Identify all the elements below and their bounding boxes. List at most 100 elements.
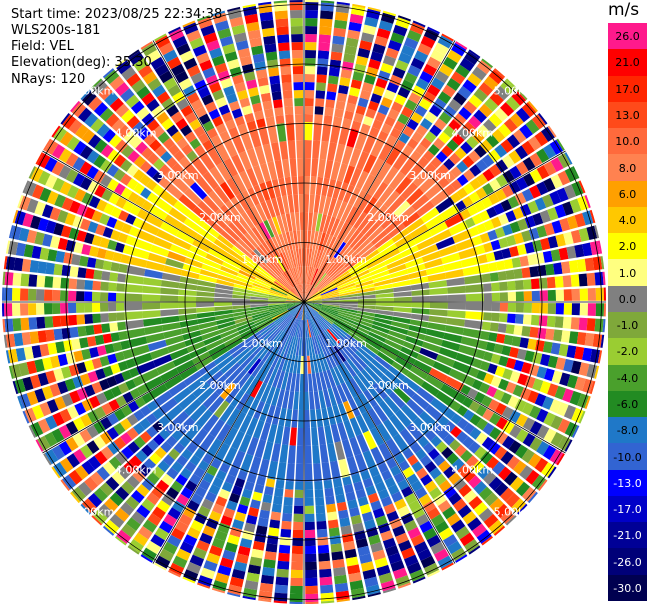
velocity-gate [330, 218, 341, 237]
velocity-gate [472, 235, 483, 246]
velocity-gate [293, 74, 303, 83]
velocity-gate [232, 291, 251, 297]
velocity-gate [297, 427, 304, 446]
velocity-gate [505, 493, 521, 508]
velocity-gate [222, 43, 236, 55]
velocity-gate [338, 285, 357, 293]
velocity-gate [214, 62, 228, 74]
velocity-gate [388, 263, 407, 274]
velocity-gate [402, 144, 414, 156]
velocity-gate [272, 216, 282, 235]
velocity-gate [576, 332, 587, 346]
velocity-gate [99, 237, 110, 249]
velocity-gate [530, 278, 540, 290]
velocity-gate [291, 302, 304, 316]
velocity-gate [168, 448, 180, 460]
velocity-gate [224, 335, 242, 347]
velocity-gate [486, 134, 500, 148]
velocity-gate [153, 433, 165, 446]
velocity-gate [490, 239, 501, 251]
velocity-gate [443, 158, 455, 171]
velocity-gate [60, 479, 70, 491]
velocity-gate [342, 338, 358, 353]
velocity-gate [547, 235, 559, 249]
velocity-gate [543, 161, 557, 176]
velocity-gate [332, 386, 343, 405]
velocity-gate [236, 503, 249, 515]
velocity-gate [437, 428, 450, 440]
velocity-gate [2, 319, 6, 333]
velocity-gate [284, 106, 294, 115]
velocity-gate [283, 271, 295, 288]
velocity-gate [255, 382, 267, 401]
velocity-gate [305, 266, 308, 285]
velocity-gate [169, 347, 189, 360]
velocity-gate [282, 335, 291, 353]
velocity-gate [293, 391, 299, 410]
velocity-gate [186, 150, 198, 162]
velocity-gate [314, 114, 323, 123]
velocity-gate [372, 204, 388, 222]
velocity-gate [378, 442, 394, 462]
velocity-gate [492, 461, 506, 476]
velocity-gate [295, 212, 300, 231]
velocity-gate [584, 195, 591, 209]
velocity-gate [520, 387, 532, 401]
velocity-gate [327, 443, 337, 462]
velocity-gate [141, 92, 155, 106]
velocity-gate [214, 309, 233, 316]
velocity-gate [93, 154, 106, 169]
velocity-gate [382, 587, 397, 594]
velocity-gate [257, 77, 269, 87]
velocity-gate [513, 129, 527, 144]
velocity-gate [453, 92, 467, 106]
velocity-gate [236, 89, 249, 101]
velocity-gate [531, 474, 546, 490]
velocity-gate [485, 341, 496, 352]
velocity-gate [525, 469, 540, 485]
velocity-gate [324, 487, 334, 497]
velocity-gate [298, 302, 304, 320]
velocity-gate [450, 413, 463, 425]
velocity-gate [132, 121, 146, 135]
velocity-gate [268, 304, 287, 310]
velocity-gate [502, 368, 513, 380]
velocity-gate [566, 215, 578, 230]
velocity-gate [294, 266, 301, 285]
velocity-gate [546, 315, 556, 328]
velocity-gate [315, 176, 324, 196]
velocity-gate [79, 218, 91, 231]
velocity-gate [443, 534, 458, 548]
velocity-gate [81, 90, 97, 106]
velocity-gate [225, 119, 236, 130]
velocity-gate [286, 270, 296, 287]
velocity-gate [71, 338, 81, 351]
velocity-gate [128, 226, 140, 237]
velocity-gate [186, 442, 198, 454]
velocity-gate [116, 312, 125, 321]
velocity-gate [418, 493, 432, 506]
velocity-gate [189, 554, 204, 567]
velocity-gate [272, 284, 289, 294]
ppi-velocity-plot: 1.00km2.00km3.00km4.00km5.00km1.00km2.00… [2, 0, 606, 604]
velocity-gate [254, 277, 272, 288]
velocity-gate [76, 279, 86, 290]
velocity-gate [233, 561, 248, 572]
velocity-gate [182, 263, 202, 274]
velocity-gate [475, 159, 488, 172]
velocity-gate [276, 568, 289, 578]
velocity-gate [120, 501, 135, 516]
velocity-gate [225, 474, 236, 485]
velocity-gate [291, 42, 303, 51]
velocity-gate [505, 324, 515, 335]
velocity-gate [318, 552, 330, 562]
velocity-gate [455, 392, 467, 404]
velocity-gate [87, 134, 102, 149]
velocity-gate [404, 554, 419, 567]
velocity-gate [431, 423, 444, 435]
velocity-gate [146, 49, 161, 64]
velocity-gate [39, 343, 50, 357]
velocity-gate [366, 257, 384, 269]
velocity-gate [113, 154, 127, 168]
velocity-gate [264, 486, 274, 496]
